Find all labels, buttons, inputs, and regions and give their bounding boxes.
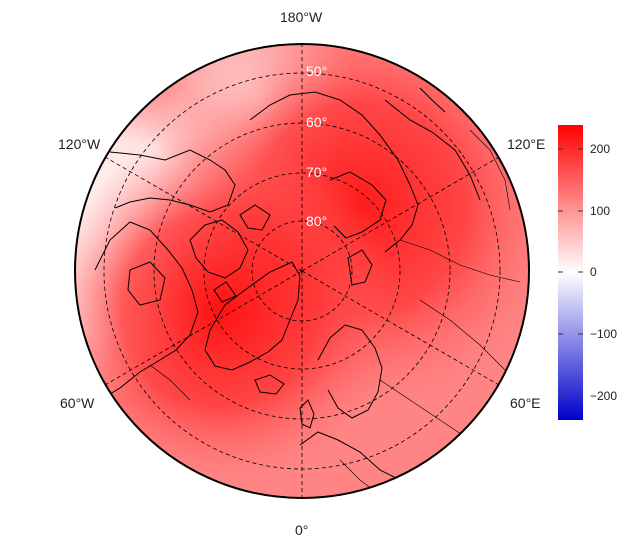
lat-label-60: 60° [306, 114, 327, 130]
lon-label-60w: 60°W [60, 395, 95, 411]
field-layer: 50° 60° 70° 80° [75, 44, 529, 498]
coast-north-america [94, 221, 199, 401]
lat-label-70: 70° [306, 164, 327, 180]
coast-iceland [254, 374, 285, 395]
meridian-120e [301, 156, 500, 272]
coast-canadian-islands [213, 204, 271, 303]
colorbar-tick-label: −100 [590, 327, 618, 341]
coast-alaska [109, 149, 236, 213]
coast-east-asia [384, 99, 481, 201]
lat-label-80: 80° [306, 213, 327, 229]
map-boundary [74, 43, 530, 499]
colorbar [558, 125, 583, 420]
coast-scandinavia [317, 324, 383, 419]
coast-japan [419, 87, 446, 113]
latitude-labels: 50° 60° 70° 80° [306, 63, 327, 229]
coast-hudson-bay [127, 261, 166, 306]
lat-circle-70 [203, 172, 401, 370]
lon-label-60e: 60°E [510, 395, 541, 411]
colorbar-tick-label: −200 [590, 389, 618, 403]
colorbar-tick-marks [558, 148, 583, 397]
lon-label-120e: 120°E [507, 136, 546, 152]
colorbar-tick-label: 200 [590, 142, 611, 156]
lat-label-50: 50° [306, 63, 327, 79]
coast-canadian-archipelago [189, 219, 249, 279]
meridian-120w [104, 156, 303, 272]
meridian-60e [301, 270, 500, 386]
lon-label-0: 0° [295, 522, 309, 538]
coast-russia-arctic [329, 171, 387, 239]
graticule-meridians [104, 44, 500, 498]
meridian-60w [104, 270, 303, 386]
lon-label-180w: 180°W [280, 9, 323, 25]
coast-siberia [249, 91, 419, 253]
colorbar-tick-label: 0 [590, 265, 597, 279]
colorbar-tick-label: 100 [590, 204, 611, 218]
lon-label-120w: 120°W [58, 136, 101, 152]
